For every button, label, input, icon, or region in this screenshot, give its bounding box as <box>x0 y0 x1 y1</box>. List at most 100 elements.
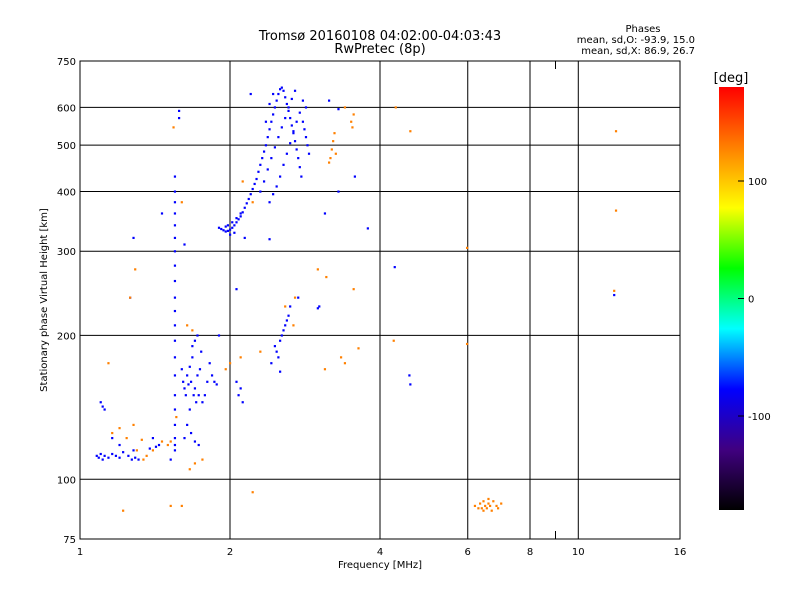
data-point-x <box>251 201 254 204</box>
data-point-x <box>316 268 319 271</box>
data-point-o <box>293 140 297 143</box>
data-point-o <box>127 454 130 457</box>
data-point-o <box>306 144 309 147</box>
data-point-o <box>173 356 177 359</box>
data-point-o <box>264 144 268 147</box>
data-point-o <box>613 293 616 297</box>
data-point-x <box>107 362 110 365</box>
data-point-o <box>284 96 287 99</box>
data-point-o <box>303 128 306 131</box>
data-point-o <box>173 436 177 440</box>
data-point-o <box>279 339 282 342</box>
data-point-o <box>233 224 236 227</box>
data-point-x <box>409 130 412 133</box>
data-point-x <box>343 362 347 365</box>
data-point-x <box>241 180 244 183</box>
data-point-o <box>293 89 297 92</box>
data-point-o <box>235 288 238 291</box>
data-point-o <box>101 458 104 461</box>
data-point-o <box>224 225 227 228</box>
data-point-o <box>239 215 242 218</box>
data-point-o <box>409 383 412 386</box>
data-point-x <box>495 504 498 508</box>
colorbar-ticks: 100 0 -100 <box>738 177 771 423</box>
data-point-o <box>173 236 177 240</box>
data-point-o <box>111 436 114 440</box>
data-point-o <box>173 324 177 327</box>
data-point-o <box>304 136 308 139</box>
data-point-o <box>262 150 266 153</box>
y-tick-label: 75 <box>63 535 76 546</box>
data-point-o <box>285 102 288 106</box>
x-tick-label: 4 <box>377 547 383 558</box>
data-point-x <box>473 504 477 508</box>
x-tick-label: 6 <box>465 547 471 558</box>
colorbar-label: [deg] <box>714 71 749 86</box>
data-point-o <box>327 99 331 102</box>
data-point-x <box>145 454 148 457</box>
data-point-o <box>251 187 254 191</box>
data-point-o <box>114 454 118 457</box>
data-point-o <box>273 345 276 348</box>
data-point-x <box>172 126 175 129</box>
data-point-o <box>261 157 264 160</box>
data-point-o <box>226 224 230 227</box>
data-point-o <box>268 128 271 131</box>
data-point-x <box>487 497 490 501</box>
data-point-o <box>95 454 98 457</box>
data-point-o <box>177 109 181 113</box>
data-point-o <box>304 106 308 109</box>
data-point-o <box>197 394 200 397</box>
data-point-o <box>103 454 106 457</box>
data-point-x <box>466 246 469 249</box>
data-point-o <box>173 423 177 427</box>
data-point-x <box>323 368 327 371</box>
data-point-x <box>484 504 487 508</box>
data-point-x <box>111 431 114 435</box>
data-point-o <box>173 296 177 299</box>
data-point-o <box>197 443 200 447</box>
data-point-o <box>275 350 278 353</box>
data-point-x <box>490 509 493 512</box>
data-point-o <box>210 374 214 377</box>
data-point-x <box>134 268 137 271</box>
x-tick-label: 2 <box>227 547 233 558</box>
data-point-o <box>132 449 135 452</box>
data-point-x <box>485 507 488 510</box>
data-point-o <box>249 92 252 96</box>
data-point-o <box>272 113 275 116</box>
data-point-o <box>285 152 288 155</box>
y-tick-label: 100 <box>57 475 76 486</box>
data-point-o <box>206 380 209 383</box>
data-point-x <box>160 440 164 443</box>
data-point-o <box>264 120 268 123</box>
data-point-o <box>103 408 106 411</box>
data-point-o <box>279 88 282 91</box>
data-point-o <box>297 296 300 299</box>
data-point-x <box>191 329 194 332</box>
x-tick-label: 8 <box>527 547 533 558</box>
data-point-x <box>330 148 333 151</box>
data-point-o <box>241 211 244 214</box>
data-point-o <box>297 157 300 160</box>
data-point-o <box>270 362 273 365</box>
data-point-o <box>173 408 177 411</box>
data-point-o <box>148 447 151 450</box>
data-point-o <box>200 350 203 353</box>
y-tick-label: 750 <box>57 57 76 68</box>
data-point-x <box>122 509 125 512</box>
grid <box>80 61 680 539</box>
data-point-x <box>259 350 262 353</box>
data-point-o <box>239 387 242 390</box>
data-point-o <box>289 305 292 308</box>
data-point-o <box>192 394 195 397</box>
data-point-o <box>285 319 288 322</box>
data-point-x <box>477 507 480 510</box>
data-point-o <box>275 185 278 188</box>
data-point-x <box>479 502 482 505</box>
data-point-x <box>129 296 132 299</box>
data-point-x <box>151 449 155 452</box>
data-point-x <box>350 120 353 123</box>
data-point-o <box>279 370 282 373</box>
data-point-o <box>151 436 155 440</box>
